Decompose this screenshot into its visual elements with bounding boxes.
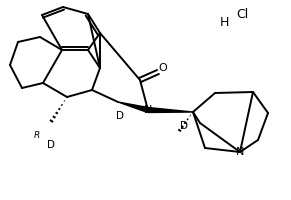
Polygon shape xyxy=(148,108,193,112)
Text: D: D xyxy=(47,140,55,150)
Text: N: N xyxy=(236,147,244,157)
Text: Cl: Cl xyxy=(236,7,248,21)
Text: O: O xyxy=(159,63,167,73)
Text: H: H xyxy=(219,16,229,28)
Polygon shape xyxy=(118,102,149,112)
Text: D: D xyxy=(116,111,124,121)
Text: R: R xyxy=(34,130,40,140)
Text: D: D xyxy=(180,121,188,131)
Text: N: N xyxy=(144,105,152,115)
